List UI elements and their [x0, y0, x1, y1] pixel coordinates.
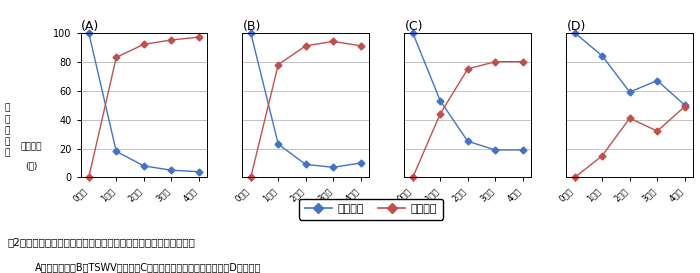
Text: (D): (D) [566, 20, 586, 33]
Text: (B): (B) [242, 20, 261, 33]
Text: (％): (％) [25, 161, 38, 170]
Text: (A): (A) [80, 20, 99, 33]
Text: の分布率: の分布率 [21, 142, 42, 151]
Text: ア
ザ
ミ
ウ
マ: ア ザ ミ ウ マ [4, 104, 10, 157]
Text: (C): (C) [405, 20, 423, 33]
Text: A；両処理区，B；TSWV接種区，C；ジャスモン酸メチル処理区，D；対照区: A；両処理区，B；TSWV接種区，C；ジャスモン酸メチル処理区，D；対照区 [35, 262, 261, 272]
Text: 図2各実験区におけるミカンキイロアザミウマ分布率の経日的変化: 図2各実験区におけるミカンキイロアザミウマ分布率の経日的変化 [7, 238, 195, 248]
Legend: ：中央部, ：外周部: ：中央部, ：外周部 [299, 198, 443, 220]
